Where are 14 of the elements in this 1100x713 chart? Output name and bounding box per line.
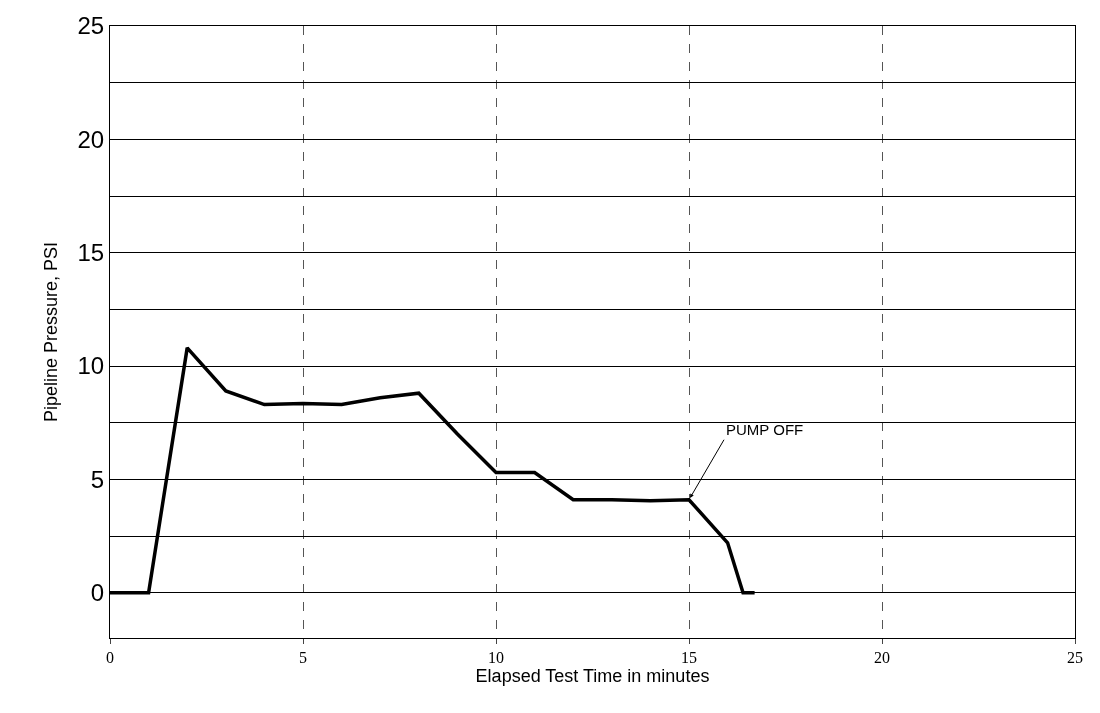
- y-tick-label: 25: [77, 12, 105, 40]
- y-tick-label: 10: [77, 352, 105, 380]
- x-tick-label: 5: [299, 649, 307, 667]
- annotation: PUMP OFF: [726, 421, 804, 438]
- y-tick-label: 20: [77, 125, 105, 153]
- x-tick-label: 25: [1067, 649, 1083, 667]
- y-tick-label: 0: [90, 579, 105, 607]
- x-tick-label: 15: [681, 649, 697, 667]
- y-tick-label: 5: [90, 465, 105, 493]
- x-tick-label: 10: [488, 649, 504, 667]
- x-tick-label: 20: [874, 649, 890, 667]
- y-axis-title: Pipeline Pressure, PSI: [40, 241, 61, 423]
- x-axis-title: Elapsed Test Time in minutes: [475, 666, 710, 687]
- y-tick-label: 15: [77, 239, 105, 267]
